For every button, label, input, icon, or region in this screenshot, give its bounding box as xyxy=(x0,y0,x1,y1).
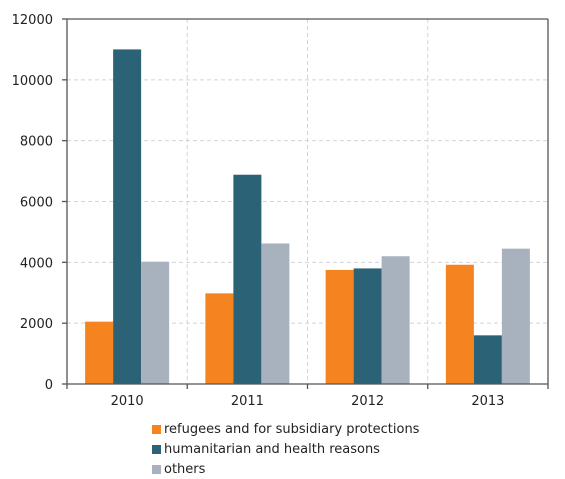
y-tick-label-2: 4000 xyxy=(20,256,53,271)
bars xyxy=(85,49,530,385)
y-tick-label-6: 12000 xyxy=(12,13,53,28)
bar-series0-2010 xyxy=(85,321,114,384)
y-tick-label-5: 10000 xyxy=(12,74,53,89)
bar-series1-2010 xyxy=(113,49,142,385)
y-tick-label-0: 0 xyxy=(45,378,53,393)
bar-series2-2010 xyxy=(141,261,170,384)
bar-series0-2012 xyxy=(325,269,354,384)
legend-swatch-humanitarian xyxy=(152,444,161,454)
bar-series2-2013 xyxy=(501,248,530,384)
legend-item-refugees: refugees and for subsidiary protections xyxy=(152,419,419,439)
legend-label-humanitarian: humanitarian and health reasons xyxy=(164,441,380,457)
bar-series2-2011 xyxy=(261,243,290,384)
x-tick-labels: 2010 2011 2012 2013 xyxy=(111,394,505,409)
axes xyxy=(62,18,549,389)
x-tick-label-2010: 2010 xyxy=(111,394,144,409)
y-tick-label-3: 6000 xyxy=(20,196,53,211)
legend-swatch-others xyxy=(152,464,161,474)
bar-series0-2013 xyxy=(445,264,474,384)
legend-swatch-refugees xyxy=(152,424,161,434)
y-tick-label-4: 8000 xyxy=(20,135,53,150)
bar-series1-2013 xyxy=(473,335,502,384)
x-tick-label-2012: 2012 xyxy=(351,394,384,409)
legend-label-refugees: refugees and for subsidiary protections xyxy=(164,421,420,437)
bar-series2-2012 xyxy=(381,256,410,384)
x-tick-label-2013: 2013 xyxy=(471,394,504,409)
legend-label-others: others xyxy=(164,461,206,477)
bar-series1-2012 xyxy=(353,268,382,384)
legend: refugees and for subsidiary protections … xyxy=(152,419,419,479)
legend-item-humanitarian: humanitarian and health reasons xyxy=(152,439,419,459)
y-tick-labels: 0 2000 4000 6000 8000 10000 12000 xyxy=(12,13,53,393)
bar-series0-2011 xyxy=(205,293,234,384)
legend-item-others: others xyxy=(152,459,419,479)
x-tick-label-2011: 2011 xyxy=(231,394,264,409)
y-tick-label-1: 2000 xyxy=(20,317,53,332)
bar-series1-2011 xyxy=(233,174,262,384)
